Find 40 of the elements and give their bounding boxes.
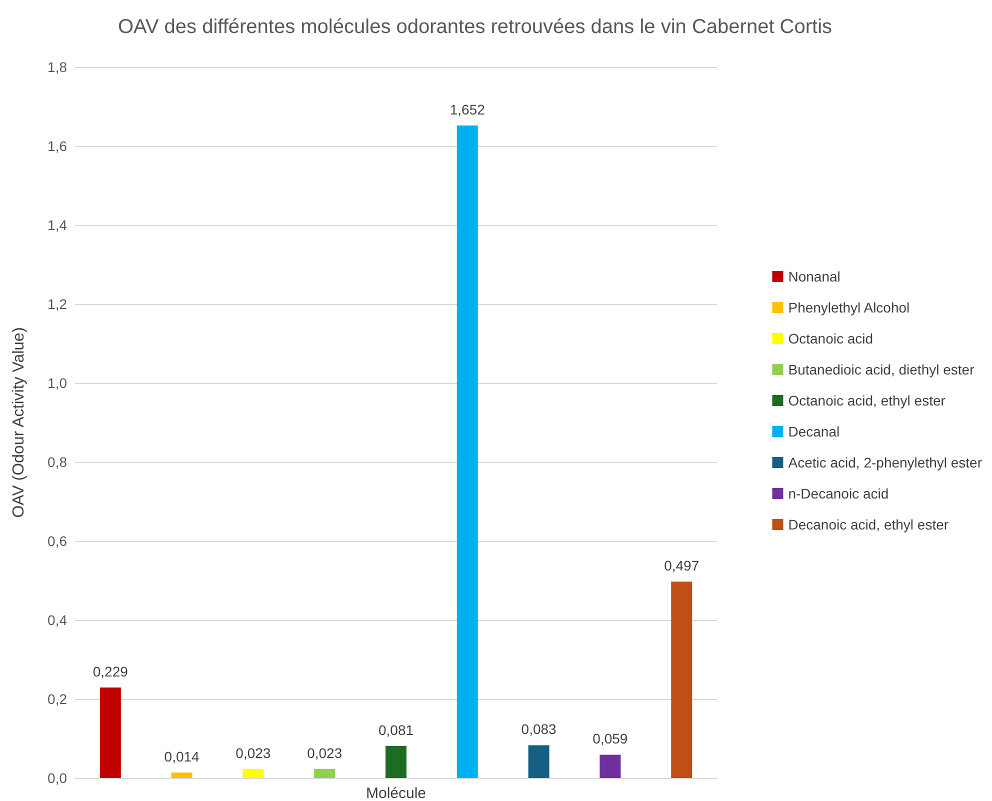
data-label: 0,081	[378, 722, 414, 738]
bar	[386, 746, 406, 778]
bar	[171, 772, 192, 778]
y-tick-label: 0,6	[48, 533, 68, 549]
y-tick-label: 1,6	[48, 138, 68, 154]
legend-label: Octanoic acid, ethyl ester	[788, 392, 946, 408]
bar	[314, 768, 336, 778]
data-label: 0,497	[664, 558, 700, 574]
y-tick-label: 1,2	[48, 296, 68, 312]
legend-label: Decanoic acid, ethyl ester	[788, 516, 949, 532]
data-label: 1,652	[450, 101, 486, 118]
bar	[671, 582, 692, 778]
y-tick-label: 0,4	[48, 612, 68, 628]
y-tick-label: 0,0	[48, 770, 68, 786]
data-label: 0,023	[236, 744, 271, 761]
legend-label: Nonanal	[788, 268, 840, 284]
data-label: 0,229	[92, 664, 128, 680]
bar	[242, 768, 264, 778]
data-label: 0,083	[521, 721, 557, 738]
y-tick-label: 0,8	[48, 454, 68, 470]
bar	[456, 125, 478, 778]
data-label: 0,023	[307, 744, 342, 761]
chart-title: OAV des différentes molécules odorantes retrouvées dans le vin Cabernet Cortis	[118, 16, 832, 38]
legend-label: Octanoic acid	[788, 330, 874, 346]
bar	[528, 745, 550, 778]
legend-label: Butanedioic acid, diethyl ester	[788, 362, 975, 378]
bar	[100, 688, 121, 778]
y-tick-label: 1,0	[48, 375, 68, 391]
y-tick-label: 0,2	[48, 691, 68, 707]
bar	[600, 754, 621, 778]
data-label: 0,014	[164, 748, 200, 764]
legend-label: Decanal	[788, 424, 840, 440]
y-tick-label: 1,8	[48, 59, 68, 75]
y-axis-title: OAV (Odour Activity Value)	[10, 327, 28, 518]
y-tick-label: 1,4	[48, 217, 68, 233]
data-label: 0,059	[592, 730, 628, 747]
legend-label: Acetic acid, 2-phenylethyl ester	[788, 454, 982, 470]
x-tick-label: Molécule	[366, 785, 426, 801]
legend-label: Phenylethyl Alcohol	[788, 300, 910, 316]
legend-label: n-Decanoic acid	[788, 486, 889, 502]
